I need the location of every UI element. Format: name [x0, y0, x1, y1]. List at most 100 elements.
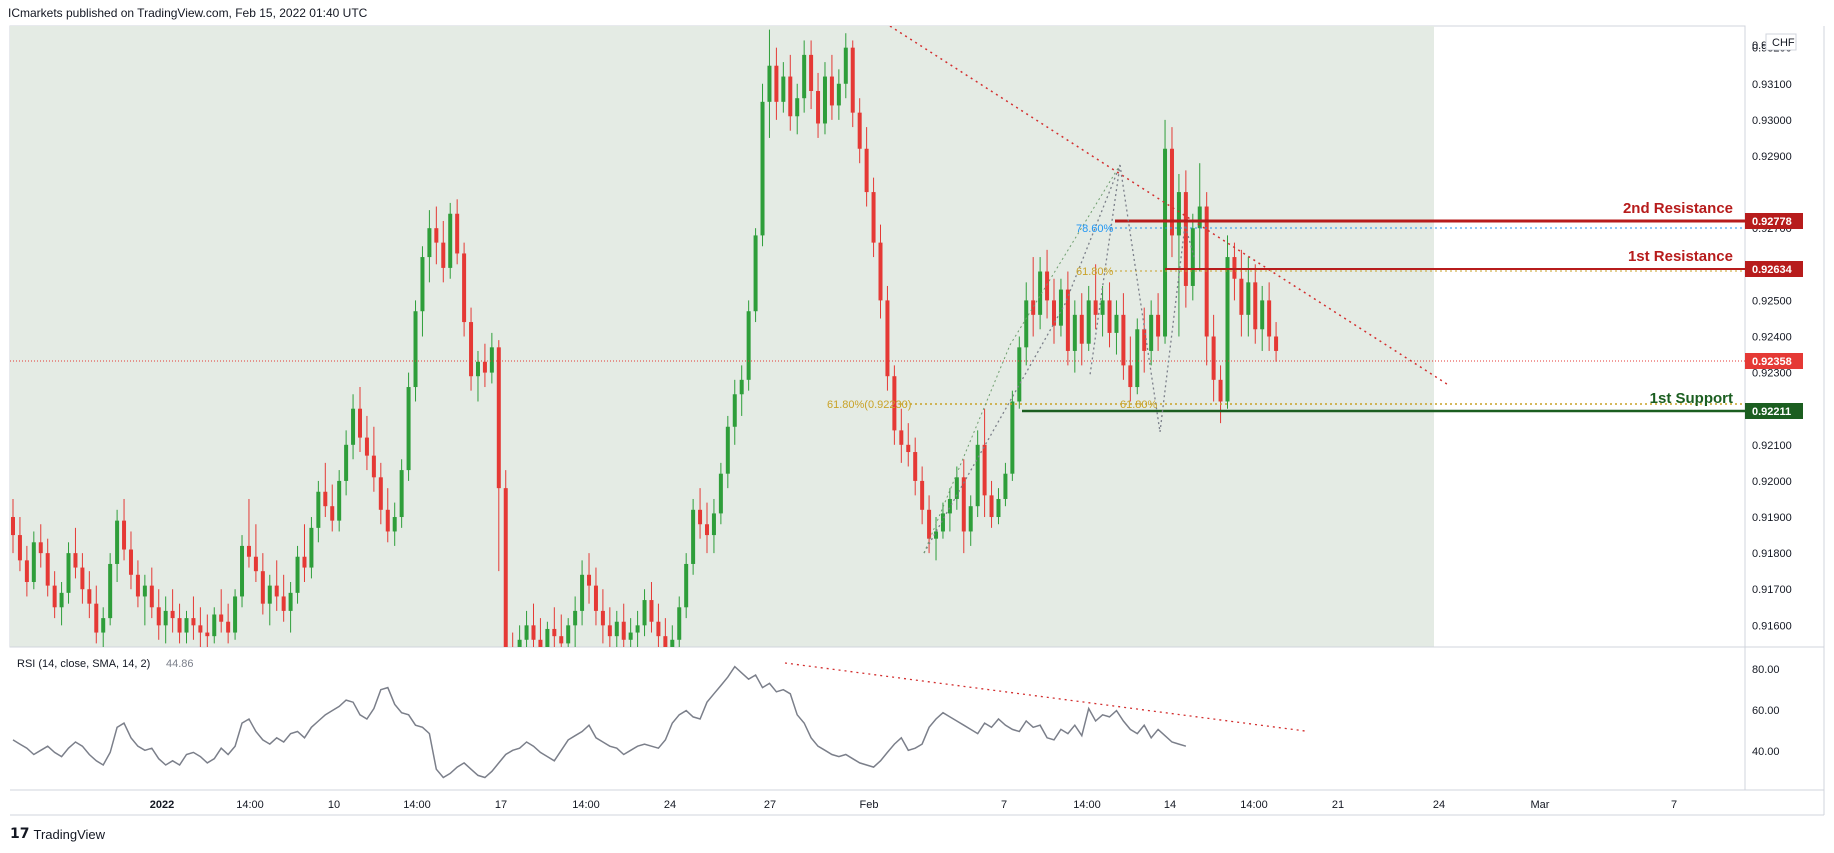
- candle-body: [843, 47, 848, 84]
- candle-body: [892, 376, 897, 431]
- candle-body: [1024, 300, 1029, 348]
- footer-brand: TradingView: [33, 826, 106, 842]
- candle-body: [295, 556, 300, 593]
- candle-body: [614, 621, 619, 637]
- first-support-price: 0.92211: [1752, 406, 1791, 418]
- candle-body: [746, 311, 751, 380]
- candle-body: [205, 632, 210, 637]
- candle-body: [628, 632, 633, 640]
- candle-body: [1121, 314, 1126, 366]
- candle-body: [87, 589, 92, 604]
- candle-body: [1190, 228, 1195, 286]
- candle-body: [934, 531, 939, 539]
- candle-body: [1045, 271, 1050, 301]
- tradingview-footer[interactable]: 𝟭𝟳 TradingView: [10, 826, 105, 842]
- candle-body: [198, 625, 203, 633]
- candle-body: [677, 607, 682, 640]
- rsi-tick-60: 60.00: [1752, 705, 1780, 717]
- candle-body: [1163, 148, 1168, 337]
- candle-body: [593, 585, 598, 611]
- candle-body: [545, 628, 550, 647]
- candle-body: [788, 76, 793, 117]
- candle-body: [462, 253, 467, 323]
- candle-body: [871, 192, 876, 243]
- candle-body: [913, 452, 918, 481]
- first-support-tag: [1745, 403, 1803, 419]
- candle-body: [1267, 300, 1272, 337]
- candle-body: [1225, 257, 1230, 402]
- candle-body: [128, 549, 133, 575]
- candle-body: [836, 83, 841, 106]
- candle-body: [1239, 278, 1244, 315]
- candle-body: [267, 585, 272, 604]
- candle-body: [850, 47, 855, 113]
- candle-body: [115, 520, 120, 564]
- candle-body: [1253, 282, 1258, 330]
- pattern-path-grey: [923, 164, 1121, 554]
- candle-body: [996, 498, 1001, 518]
- candle-body: [399, 470, 404, 518]
- candle-body: [371, 455, 376, 478]
- fib-618-left-label: 61.80%(0.92230): [827, 399, 911, 411]
- current-price-tag: [1745, 353, 1803, 369]
- candle-body: [573, 610, 578, 626]
- candle-body: [122, 520, 127, 550]
- time-tick: 10: [328, 799, 340, 811]
- candle-body: [94, 603, 99, 633]
- candle-body: [108, 563, 113, 619]
- candle-body: [1274, 336, 1279, 351]
- candle-body: [496, 347, 501, 489]
- candle-body: [184, 618, 189, 633]
- candle-body: [1218, 379, 1223, 402]
- candle-body: [1052, 300, 1056, 326]
- candle-body: [857, 112, 862, 149]
- candle-body: [52, 585, 57, 608]
- candle-body: [947, 498, 952, 514]
- candle-body: [1079, 314, 1084, 344]
- price-tick: 0.92000: [1752, 476, 1792, 488]
- candle-body: [864, 148, 869, 193]
- candle-body: [38, 542, 43, 554]
- candle-body: [927, 509, 932, 539]
- candle-body: [982, 444, 987, 496]
- candle-body: [691, 509, 696, 564]
- candle-body: [1156, 314, 1161, 337]
- candle-body: [795, 98, 800, 117]
- candle-body: [670, 639, 675, 647]
- candle-body: [45, 553, 50, 586]
- candle-body: [552, 628, 557, 637]
- candle-body: [816, 90, 821, 124]
- time-tick: 14:00: [572, 799, 600, 811]
- candle-body: [705, 524, 709, 536]
- candle-body: [330, 506, 335, 521]
- candle-body: [684, 563, 689, 608]
- candle-body: [406, 387, 411, 471]
- candle-body: [906, 444, 911, 453]
- candle-body: [739, 379, 744, 395]
- candle-body: [316, 491, 321, 528]
- candle-body: [1128, 365, 1133, 388]
- price-axis-top-partial: 0.9: [1752, 40, 1767, 52]
- time-tick: 2022: [150, 799, 174, 811]
- time-tick: 17: [495, 799, 507, 811]
- candle-body: [1017, 347, 1022, 402]
- candle-body: [580, 574, 585, 611]
- candle-body: [649, 600, 654, 622]
- candle-body: [1093, 300, 1098, 315]
- candle-body: [149, 585, 154, 608]
- candle-body: [1114, 314, 1119, 333]
- candle-body: [1010, 401, 1015, 474]
- candle-body: [1003, 473, 1008, 499]
- price-tick: 0.91600: [1752, 620, 1792, 632]
- candle-body: [281, 596, 286, 611]
- chart-canvas[interactable]: 0.932000.931000.930000.929000.927000.926…: [0, 0, 1834, 820]
- price-tick: 0.92500: [1752, 295, 1792, 307]
- candle-body: [59, 592, 64, 608]
- candlestick-series: [11, 29, 1279, 647]
- candle-body: [878, 242, 883, 301]
- candle-body: [413, 311, 418, 388]
- rsi-trendline: [784, 662, 1306, 732]
- candle-body: [1232, 257, 1237, 279]
- candle-body: [899, 430, 904, 445]
- rsi-label: RSI (14, close, SMA, 14, 2): [17, 658, 150, 670]
